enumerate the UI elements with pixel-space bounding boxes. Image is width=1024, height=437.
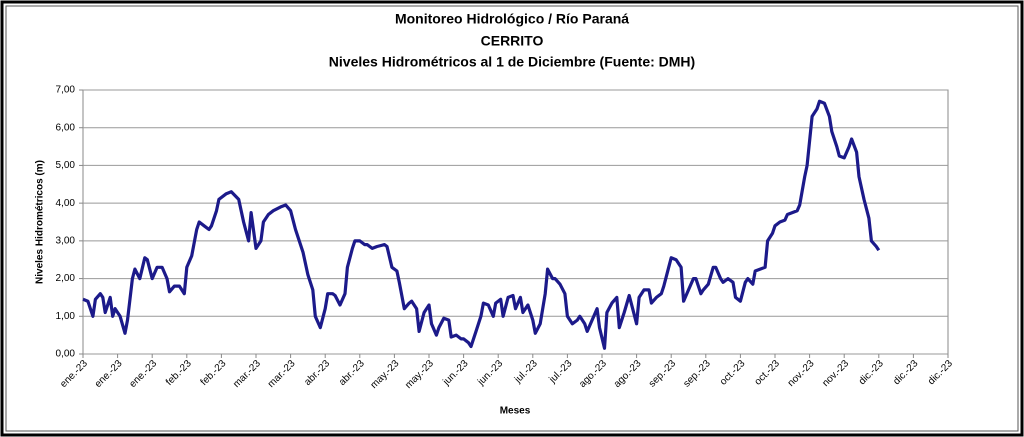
y-tick-label: 1,00 <box>56 311 76 322</box>
y-axis-label: Niveles Hidrométricos (m) <box>35 160 46 284</box>
subtitle: Niveles Hidrométricos al 1 de Diciembre … <box>329 54 695 70</box>
y-tick-label: 5,00 <box>56 160 76 171</box>
y-tick-label: 0,00 <box>56 349 76 360</box>
y-tick-label: 6,00 <box>56 122 76 133</box>
y-tick-label: 7,00 <box>56 85 76 96</box>
chart-title: Monitoreo Hidrológico / Río Paraná <box>395 11 629 27</box>
station: CERRITO <box>481 33 544 49</box>
y-tick-label: 4,00 <box>56 198 76 209</box>
y-tick-label: 2,00 <box>56 273 76 284</box>
inner-frame <box>5 5 1019 432</box>
x-axis-label: Meses <box>500 406 531 417</box>
series-line <box>82 99 881 350</box>
y-tick-label: 3,00 <box>56 235 76 246</box>
